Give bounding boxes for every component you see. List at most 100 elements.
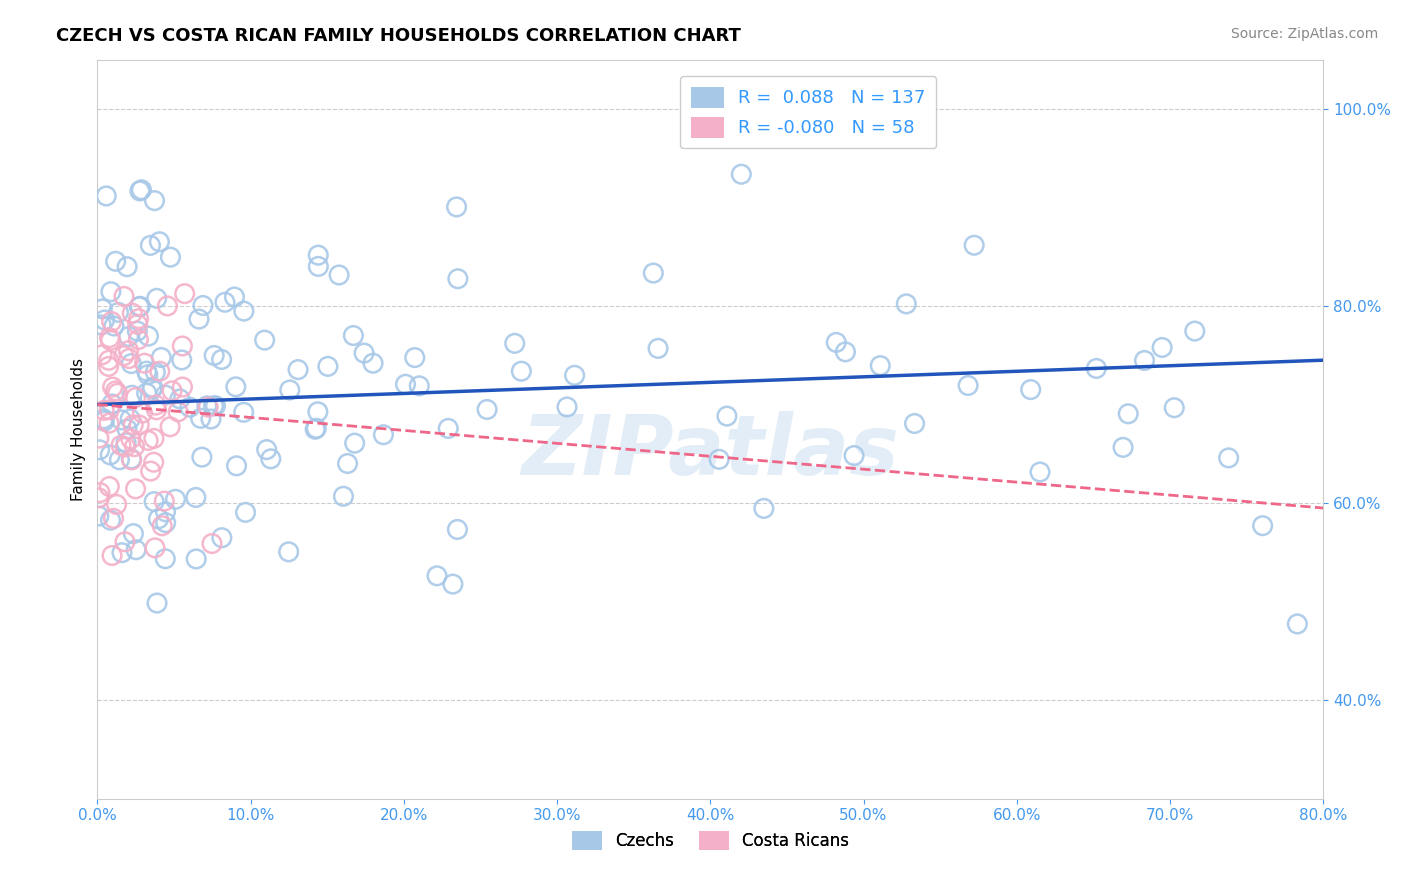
Point <box>125 542 148 557</box>
Point <box>100 334 122 348</box>
Point <box>145 402 167 417</box>
Point <box>107 386 129 401</box>
Point <box>224 290 246 304</box>
Point <box>128 184 150 198</box>
Point <box>135 364 157 378</box>
Point <box>121 306 143 320</box>
Point <box>101 549 124 563</box>
Point <box>169 392 191 406</box>
Point <box>186 552 208 566</box>
Point <box>120 412 142 426</box>
Point <box>141 382 163 396</box>
Point <box>260 451 283 466</box>
Point <box>447 271 470 285</box>
Point <box>104 384 127 398</box>
Point <box>115 435 138 450</box>
Point <box>155 516 177 530</box>
Point <box>101 397 124 411</box>
Point <box>121 453 143 467</box>
Point <box>139 464 162 478</box>
Point <box>98 448 121 462</box>
Point <box>121 388 143 402</box>
Point <box>97 353 120 368</box>
Point <box>1218 450 1240 465</box>
Point <box>97 359 120 374</box>
Point <box>115 260 138 274</box>
Point <box>342 328 364 343</box>
Text: Source: ZipAtlas.com: Source: ZipAtlas.com <box>1230 27 1378 41</box>
Point <box>120 452 142 467</box>
Point <box>869 359 891 373</box>
Point <box>426 569 449 583</box>
Point <box>903 417 925 431</box>
Point <box>201 536 224 550</box>
Point <box>89 442 111 457</box>
Point <box>150 351 173 365</box>
Point <box>107 305 129 319</box>
Point <box>437 421 460 435</box>
Point <box>135 386 157 401</box>
Point <box>1029 465 1052 479</box>
Point <box>131 183 153 197</box>
Point <box>120 357 142 371</box>
Point <box>128 311 150 326</box>
Point <box>834 344 856 359</box>
Point <box>127 324 149 338</box>
Point <box>211 352 233 367</box>
Point <box>111 546 134 560</box>
Point <box>304 422 326 436</box>
Point <box>191 298 214 312</box>
Point <box>98 416 121 430</box>
Point <box>332 489 354 503</box>
Point <box>150 518 173 533</box>
Point <box>142 431 165 445</box>
Point <box>114 440 136 454</box>
Legend: Czechs, Costa Ricans: Czechs, Costa Ricans <box>565 824 856 857</box>
Point <box>155 505 177 519</box>
Point <box>232 405 254 419</box>
Point <box>156 299 179 313</box>
Text: ZIPatlas: ZIPatlas <box>522 411 900 491</box>
Point <box>343 436 366 450</box>
Point <box>204 399 226 413</box>
Point <box>117 343 139 358</box>
Point <box>98 479 121 493</box>
Point <box>91 348 114 362</box>
Point <box>225 458 247 473</box>
Point <box>112 349 135 363</box>
Point <box>153 494 176 508</box>
Point <box>128 300 150 314</box>
Point <box>139 238 162 252</box>
Point <box>129 299 152 313</box>
Point <box>503 336 526 351</box>
Point <box>149 364 172 378</box>
Point <box>112 289 135 303</box>
Point <box>136 368 159 382</box>
Point <box>1112 441 1135 455</box>
Point <box>1019 383 1042 397</box>
Point <box>316 359 339 374</box>
Point <box>96 189 118 203</box>
Point <box>138 329 160 343</box>
Point <box>146 596 169 610</box>
Point <box>179 401 201 415</box>
Point <box>1116 407 1139 421</box>
Point <box>143 494 166 508</box>
Point <box>172 380 194 394</box>
Point <box>122 526 145 541</box>
Point <box>730 167 752 181</box>
Point <box>408 379 430 393</box>
Point <box>120 432 142 446</box>
Point <box>98 402 121 417</box>
Point <box>707 452 730 467</box>
Point <box>148 512 170 526</box>
Point <box>373 427 395 442</box>
Point <box>87 431 110 445</box>
Point <box>136 434 159 448</box>
Point <box>128 417 150 432</box>
Point <box>643 266 665 280</box>
Point <box>93 403 115 417</box>
Point <box>100 315 122 329</box>
Point <box>307 405 329 419</box>
Point <box>122 417 145 432</box>
